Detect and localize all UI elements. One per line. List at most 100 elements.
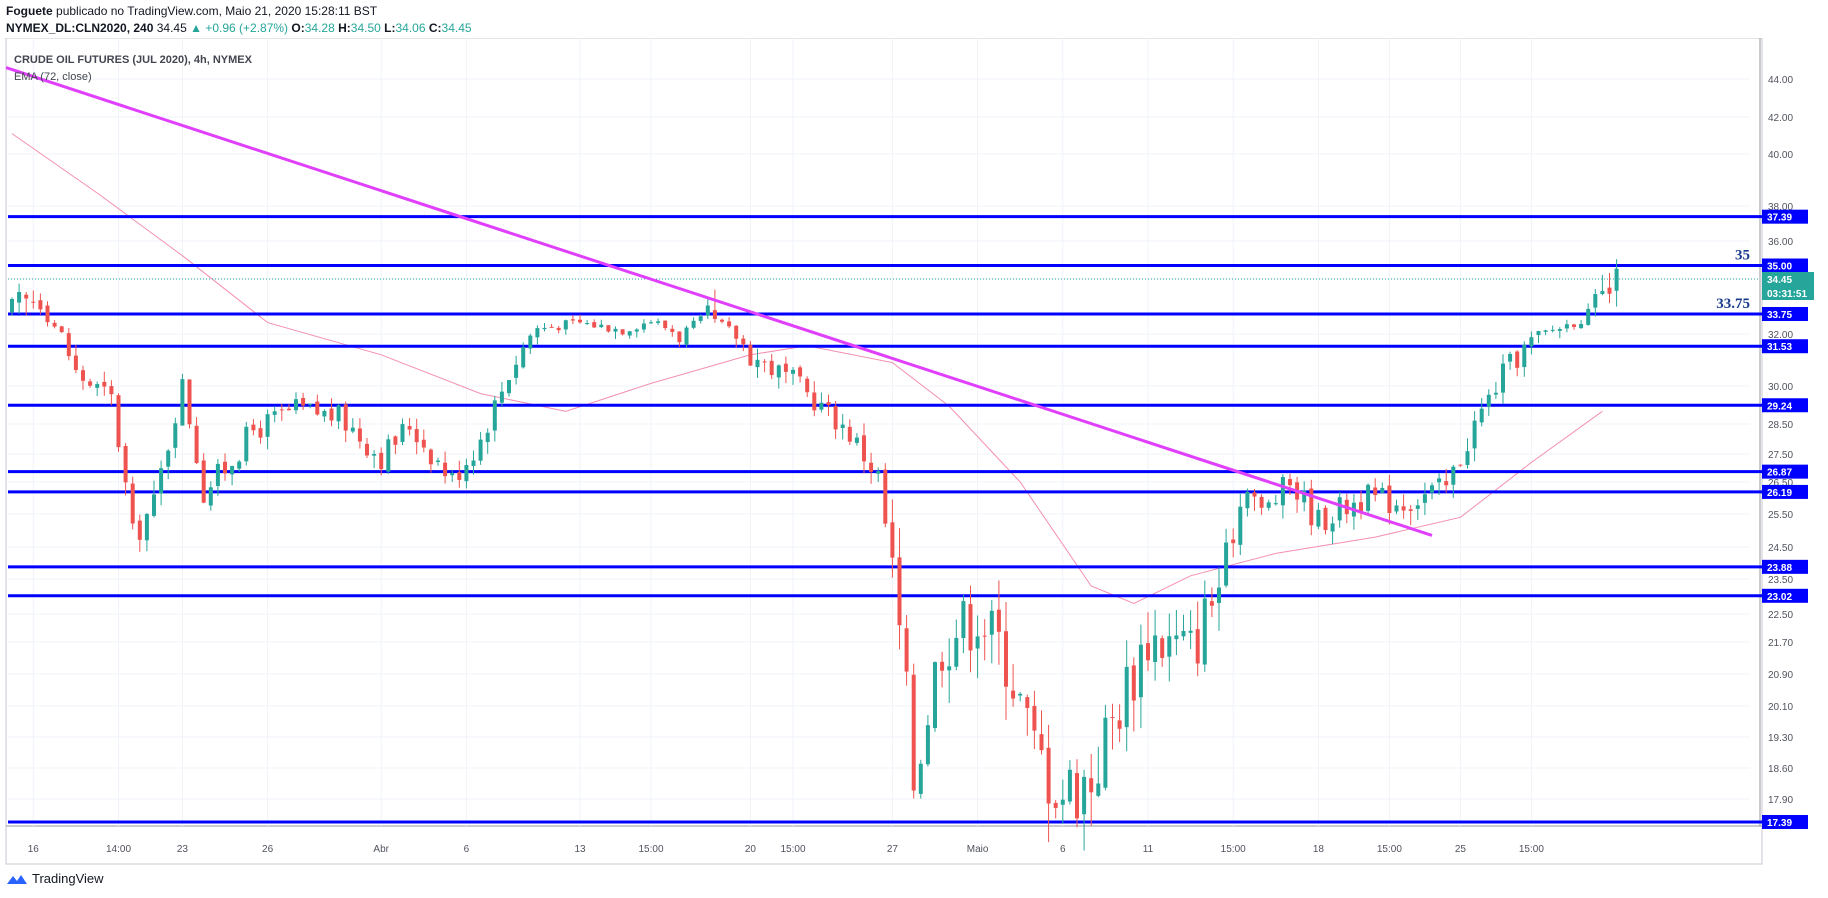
- candle-body: [1387, 486, 1391, 513]
- candle-body: [1011, 691, 1015, 699]
- candle-body: [429, 450, 433, 465]
- price-tick-label: 23.50: [1768, 575, 1793, 586]
- time-tick-label: 15:00: [1221, 844, 1246, 855]
- candle-body: [550, 327, 554, 328]
- candle-body: [180, 379, 184, 425]
- time-tick-label: 15:00: [780, 844, 805, 855]
- candle-body: [230, 466, 234, 474]
- candle-body: [1395, 505, 1399, 511]
- candle-body: [862, 435, 866, 461]
- candle-body: [173, 423, 177, 448]
- candle-body: [166, 451, 170, 467]
- candle-body: [642, 323, 646, 329]
- candle-body: [841, 425, 845, 428]
- author-name[interactable]: Foguete: [6, 4, 53, 18]
- time-tick-label: 26: [262, 844, 274, 855]
- symbol-name: NYMEX_DL:CLN2020, 240: [6, 21, 153, 35]
- candle-body: [1203, 599, 1207, 665]
- candle-body: [1253, 492, 1257, 496]
- candle-body: [337, 405, 341, 421]
- candle-body: [606, 325, 610, 331]
- candle-body: [1096, 783, 1100, 795]
- candle-body: [351, 428, 355, 432]
- time-tick-label: 27: [887, 844, 899, 855]
- candle-body: [1501, 364, 1505, 393]
- candle-body: [1018, 694, 1022, 696]
- candle-body: [1359, 502, 1363, 511]
- candle-body: [1508, 354, 1512, 362]
- candle-body: [422, 440, 426, 448]
- candle-body: [961, 601, 965, 638]
- candle-body: [209, 487, 213, 505]
- candle-body: [472, 461, 476, 466]
- time-tick-label: 15:00: [1519, 844, 1544, 855]
- candle-body: [1061, 800, 1065, 805]
- candle-body: [46, 306, 50, 323]
- candle-body: [827, 402, 831, 405]
- time-tick-label: 23: [177, 844, 189, 855]
- candle-body: [798, 367, 802, 376]
- candle-body: [315, 402, 319, 415]
- candle-body: [408, 426, 412, 430]
- high-value: 34.50: [351, 21, 381, 35]
- candle-body: [635, 329, 639, 331]
- candle-body: [1196, 629, 1200, 663]
- candle-body: [578, 320, 582, 323]
- candle-body: [159, 468, 163, 493]
- candle-body: [259, 428, 263, 437]
- candle-body: [188, 379, 192, 424]
- candle-body: [1338, 497, 1342, 520]
- candle-body: [1494, 393, 1498, 395]
- level-price-label: 26.87: [1767, 468, 1792, 479]
- candle-body: [592, 322, 596, 327]
- candle-body: [649, 322, 653, 323]
- candle-body: [10, 299, 14, 312]
- candle-body: [585, 323, 589, 324]
- candle-body: [237, 462, 241, 469]
- candle-body: [876, 471, 880, 474]
- candle-body: [401, 424, 405, 442]
- candle-body: [926, 725, 930, 764]
- candle-body: [457, 472, 461, 480]
- high-label: H:: [338, 21, 351, 35]
- time-tick-label: 15:00: [1377, 844, 1402, 855]
- candle-body: [713, 310, 717, 319]
- candle-body: [67, 333, 71, 356]
- candle-body: [521, 347, 525, 367]
- price-chart[interactable]: 44.00 42.00 40.00 38.00 36.00 34.45 32.00 30.00…: [0, 38, 1828, 866]
- candle-body: [379, 453, 383, 469]
- candle-body: [947, 666, 951, 670]
- candle-body: [1409, 509, 1413, 511]
- candle-body: [1146, 643, 1150, 660]
- candle-body: [1544, 330, 1548, 332]
- countdown-label: 03:31:51: [1767, 289, 1807, 300]
- candle-body: [791, 370, 795, 374]
- candle-body: [628, 331, 632, 335]
- candle-body: [777, 365, 781, 377]
- candle-body: [60, 326, 64, 332]
- candle-body: [1402, 506, 1406, 510]
- candle-body: [685, 328, 689, 345]
- chart-title: CRUDE OIL FUTURES (JUL 2020), 4h, NYMEX: [14, 54, 253, 66]
- candle-body: [1608, 288, 1612, 294]
- time-tick-label: 18: [1313, 844, 1325, 855]
- open-value: 34.28: [305, 21, 335, 35]
- candle-body: [1458, 465, 1462, 466]
- candle-body: [677, 332, 681, 343]
- candle-body: [1054, 803, 1058, 808]
- candle-body: [287, 409, 291, 411]
- candle-body: [294, 399, 298, 410]
- candle-body: [912, 675, 916, 791]
- footer[interactable]: TradingView: [6, 871, 104, 886]
- candle-body: [1430, 485, 1434, 493]
- candle-body: [983, 636, 987, 637]
- candle-body: [1551, 330, 1555, 331]
- candle-body: [102, 382, 106, 387]
- time-tick-label: 15:00: [638, 844, 663, 855]
- tradingview-logo-icon: [6, 872, 28, 886]
- brand-name: TradingView: [32, 871, 104, 886]
- candle-body: [1238, 507, 1242, 545]
- candle-body: [848, 427, 852, 442]
- candle-body: [706, 305, 710, 315]
- candle-body: [890, 522, 894, 557]
